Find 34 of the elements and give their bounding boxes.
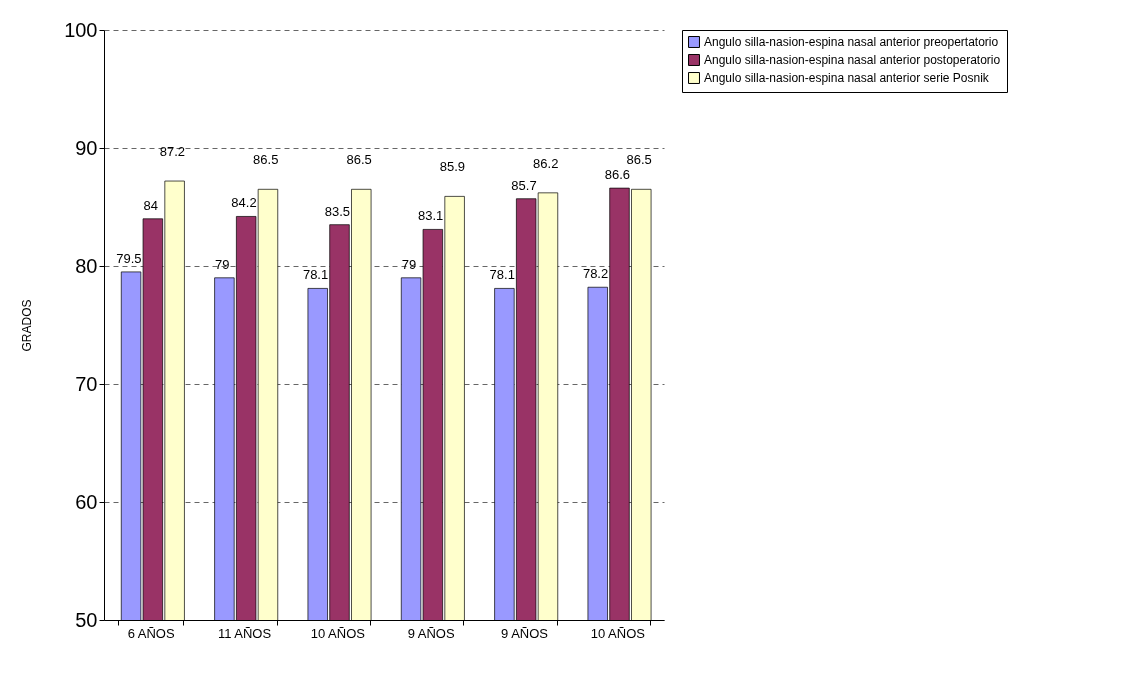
y-axis-title: GRADOS [20,299,35,352]
data-label: 83.1 [418,208,444,224]
data-label: 79 [214,256,230,272]
data-label: 86.5 [253,152,279,168]
data-label: 79.5 [116,250,142,266]
x-tick-label: 6 AÑOS [127,625,175,641]
y-tick-label: 60 [75,490,98,513]
data-label: 86.6 [604,167,630,183]
y-tick-label: 90 [75,136,98,159]
data-label: 79 [401,256,417,272]
data-label: 78.2 [582,266,609,282]
legend-label: Angulo silla-nasion-espina nasal anterior postoperatorio [704,53,1001,67]
x-tick-label: 9 AÑOS [501,625,549,641]
data-label: 85.7 [511,177,537,193]
x-tick-label: 10 AÑOS [310,625,366,641]
data-label: 86.5 [626,152,652,168]
data-label: 78.1 [302,267,329,283]
x-tick-label: 9 AÑOS [407,625,455,641]
data-label: 84 [143,197,158,213]
y-tick-label: 100 [64,18,98,41]
data-label: 86.5 [346,152,372,168]
y-tick-label: 70 [75,372,98,395]
data-label: 86.2 [533,155,559,171]
data-label: 87.2 [159,144,186,160]
data-label: 78.1 [489,267,515,283]
y-tick-label: 80 [75,254,98,277]
data-label: 84.2 [231,195,257,211]
x-tick-label: 10 AÑOS [590,625,646,641]
x-tick-label: 11 AÑOS [217,625,272,641]
data-label: 85.9 [439,159,466,175]
legend-label: Angulo silla-nasion-espina nasal anterior serie Posnik [704,71,990,85]
legend-label: Angulo silla-nasion-espina nasal anterior preopertatorio [704,35,999,49]
data-label: 83.5 [324,203,350,219]
y-tick-label: 50 [75,608,98,631]
